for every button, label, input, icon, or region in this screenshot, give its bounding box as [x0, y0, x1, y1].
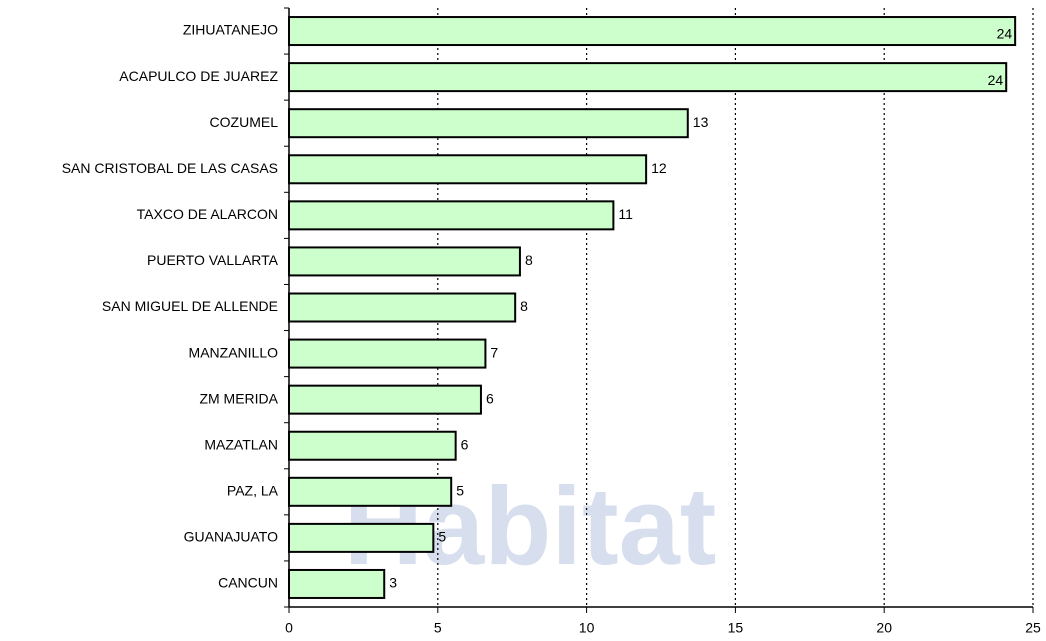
- bar: [289, 109, 688, 137]
- y-tick-label: PUERTO VALLARTA: [147, 252, 279, 268]
- y-tick-label: GUANAJUATO: [184, 529, 278, 545]
- bar: [289, 155, 646, 183]
- data-label: 5: [438, 529, 446, 545]
- data-label: 6: [461, 436, 469, 452]
- data-label: 5: [456, 483, 464, 499]
- page: Habitat 0510152025ZIHUATANEJO24ACAPULCO …: [0, 0, 1046, 641]
- y-tick-label: ZM MERIDA: [199, 390, 278, 406]
- data-label: 24: [997, 26, 1013, 42]
- y-tick-label: MAZATLAN: [204, 436, 278, 452]
- x-tick-label: 20: [876, 620, 892, 636]
- data-label: 24: [988, 72, 1004, 88]
- x-tick-label: 25: [1025, 620, 1041, 636]
- x-tick-label: 0: [285, 620, 293, 636]
- bar: [289, 478, 451, 506]
- data-label: 7: [490, 344, 498, 360]
- y-tick-label: COZUMEL: [210, 114, 279, 130]
- bar: [289, 386, 481, 414]
- y-tick-label: MANZANILLO: [189, 344, 279, 360]
- y-tick-label: SAN CRISTOBAL DE LAS CASAS: [62, 160, 278, 176]
- bar: [289, 524, 433, 552]
- y-tick-label: ACAPULCO DE JUAREZ: [119, 68, 278, 84]
- x-tick-label: 5: [434, 620, 442, 636]
- x-tick-label: 10: [579, 620, 595, 636]
- bar: [289, 294, 515, 322]
- bar: [289, 63, 1006, 91]
- bar: [289, 247, 520, 275]
- y-tick-label: CANCUN: [218, 575, 278, 591]
- data-label: 11: [618, 206, 633, 222]
- bar: [289, 570, 384, 598]
- y-tick-label: ZIHUATANEJO: [183, 22, 278, 38]
- data-label: 3: [389, 575, 397, 591]
- data-label: 8: [520, 298, 528, 314]
- data-label: 12: [651, 160, 667, 176]
- data-label: 8: [525, 252, 533, 268]
- data-label: 6: [486, 390, 494, 406]
- bar: [289, 340, 485, 368]
- x-tick-label: 15: [728, 620, 744, 636]
- bar: [289, 432, 456, 460]
- bar: [289, 17, 1015, 45]
- bar: [289, 201, 613, 229]
- chart: Habitat 0510152025ZIHUATANEJO24ACAPULCO …: [0, 0, 1046, 641]
- data-label: 13: [693, 114, 709, 130]
- y-tick-label: PAZ, LA: [227, 483, 279, 499]
- y-tick-label: SAN MIGUEL DE ALLENDE: [102, 298, 278, 314]
- y-tick-label: TAXCO DE ALARCON: [137, 206, 278, 222]
